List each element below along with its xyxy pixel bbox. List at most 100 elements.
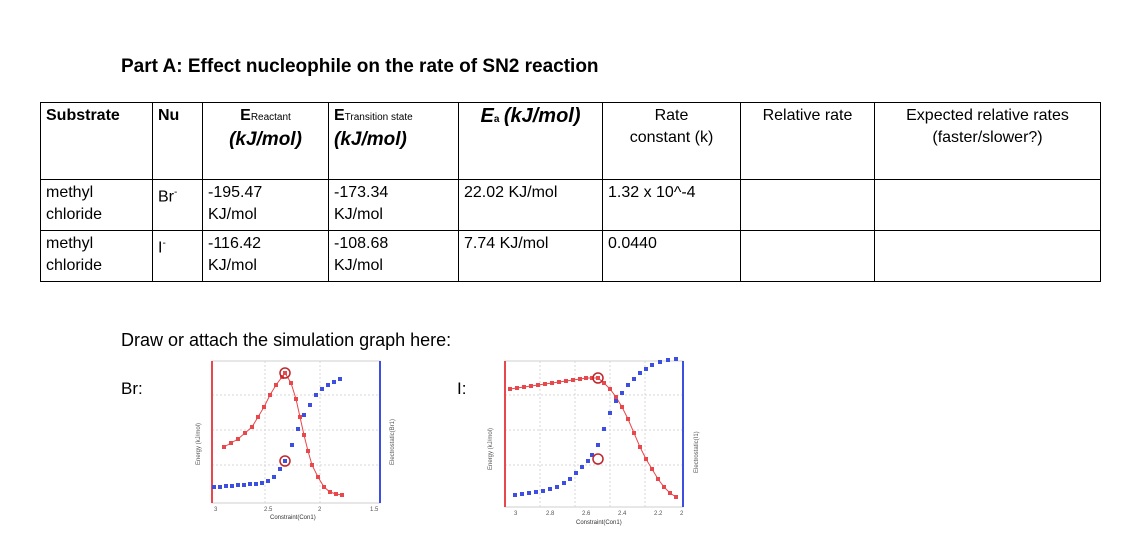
i-energy-point: [626, 417, 630, 421]
i-plot-area: [504, 360, 684, 508]
header-e-reactant: EReactant (kJ/mol): [202, 102, 329, 180]
i-energy-point: [571, 378, 575, 382]
i-energy-point: [668, 491, 672, 495]
i-electrostatic-point: [574, 471, 578, 475]
i-electrostatic-point: [562, 481, 566, 485]
br-electrostatic-point: [224, 484, 228, 488]
br-energy-point: [302, 433, 306, 437]
table-header-row: Substrate Nu EReactant (kJ/mol) ETransit…: [40, 102, 1101, 180]
i-energy-point: [550, 381, 554, 385]
br-electrostatic-point: [278, 467, 282, 471]
i-energy-point: [674, 495, 678, 499]
br-energy-point: [236, 437, 240, 441]
cell-rate: 1.32 x 10^-4: [602, 179, 741, 231]
br-electrostatic-series: [212, 377, 342, 489]
i-energy-point: [564, 379, 568, 383]
i-electrostatic-point: [541, 489, 545, 493]
i-x-label: Constraint(Con1): [576, 520, 622, 526]
br-energy-point: [316, 475, 320, 479]
header-relative-rate: Relative rate: [740, 102, 875, 180]
cell-e-reactant: -116.42 KJ/mol: [202, 230, 329, 282]
br-x-label: Constraint(Con1): [270, 515, 316, 521]
i-electrostatic-point: [644, 367, 648, 371]
i-energy-point: [522, 385, 526, 389]
i-energy-point: [638, 445, 642, 449]
br-energy-point: [289, 381, 293, 385]
i-energy-point: [620, 405, 624, 409]
br-electrostatic-point: [242, 483, 246, 487]
br-energy-point: [298, 415, 302, 419]
i-electrostatic-point: [674, 357, 678, 361]
br-electrostatic-point: [230, 484, 234, 488]
br-electrostatic-marker: [279, 455, 291, 467]
cell-substrate: methyl chloride: [40, 230, 153, 282]
cell-relative-rate[interactable]: [740, 230, 875, 282]
i-energy-point: [614, 395, 618, 399]
i-energy-point: [578, 377, 582, 381]
br-energy-point: [268, 393, 272, 397]
br-energy-point: [274, 383, 278, 387]
i-electrostatic-point: [638, 371, 642, 375]
br-simulation-graph: Energy (kJ/mol) Electrostatic(Br1) 3 2.5…: [196, 360, 396, 521]
i-electrostatic-point: [520, 492, 524, 496]
i-electrostatic-point: [596, 443, 600, 447]
svg-text:1.5: 1.5: [370, 507, 379, 513]
br-energy-point: [222, 445, 226, 449]
svg-text:2.6: 2.6: [582, 511, 591, 517]
i-energy-point: [656, 477, 660, 481]
br-electrostatic-point: [320, 387, 324, 391]
br-electrostatic-point: [260, 481, 264, 485]
header-expected-relative-rates: Expected relative rates (faster/slower?): [874, 102, 1101, 180]
i-electrostatic-point: [586, 459, 590, 463]
cell-expected[interactable]: [874, 179, 1101, 231]
br-energy-line: [223, 372, 343, 496]
i-electrostatic-point: [534, 490, 538, 494]
br-energy-point: [250, 425, 254, 429]
cell-ea: 7.74 KJ/mol: [458, 230, 603, 282]
br-electrostatic-point: [296, 427, 300, 431]
i-energy-point: [596, 376, 600, 380]
br-electrostatic-point: [266, 479, 270, 483]
cell-e-reactant: -195.47 KJ/mol: [202, 179, 329, 231]
svg-text:2: 2: [318, 507, 322, 513]
i-electrostatic-marker: [592, 453, 604, 465]
header-e-transition-state: ETransition state (kJ/mol): [328, 102, 459, 180]
cell-rate: 0.0440: [602, 230, 741, 282]
i-simulation-graph: Energy (kJ/mol) Electrostatic(I1) 3 2.8 …: [488, 357, 700, 526]
cell-e-ts: -108.68 KJ/mol: [328, 230, 459, 282]
br-electrostatic-point: [248, 482, 252, 486]
br-electrostatic-point: [338, 377, 342, 381]
cell-nu: I-: [152, 230, 203, 282]
i-x-ticks: 3 2.8 2.6 2.4 2.2 2: [514, 511, 684, 517]
br-energy-point: [328, 490, 332, 494]
br-y-label: Energy (kJ/mol): [196, 423, 202, 465]
br-energy-point: [322, 485, 326, 489]
cell-ea: 22.02 KJ/mol: [458, 179, 603, 231]
svg-text:2.2: 2.2: [654, 511, 663, 517]
i-energy-point: [650, 467, 654, 471]
br-energy-point: [310, 463, 314, 467]
br-x-ticks: 3 2.5 2 1.5: [214, 507, 379, 513]
br-graph-label: Br:: [121, 379, 143, 398]
cell-expected[interactable]: [874, 230, 1101, 282]
br-electrostatic-point: [212, 485, 216, 489]
i-transition-marker: [592, 372, 604, 384]
i-electrostatic-point: [658, 360, 662, 364]
svg-text:2.4: 2.4: [618, 511, 627, 517]
part-title: Part A: Effect nucleophile on the rate o…: [121, 56, 599, 77]
i-energy-point: [515, 386, 519, 390]
br-electrostatic-point: [308, 403, 312, 407]
header-ea: Ea (kJ/mol): [458, 102, 603, 180]
i-electrostatic-series: [513, 357, 678, 497]
i-energy-point: [529, 384, 533, 388]
svg-text:3: 3: [214, 507, 218, 513]
br-electrostatic-point: [272, 475, 276, 479]
br-energy-point: [294, 397, 298, 401]
i-energy-point: [584, 376, 588, 380]
i-energy-point: [508, 387, 512, 391]
i-electrostatic-point: [614, 399, 618, 403]
i-electrostatic-point: [602, 427, 606, 431]
graph-prompt: Draw or attach the simulation graph here…: [121, 330, 452, 350]
cell-relative-rate[interactable]: [740, 179, 875, 231]
table-row: methyl chloride Br- -195.47 KJ/mol -173.34…: [40, 179, 1101, 231]
